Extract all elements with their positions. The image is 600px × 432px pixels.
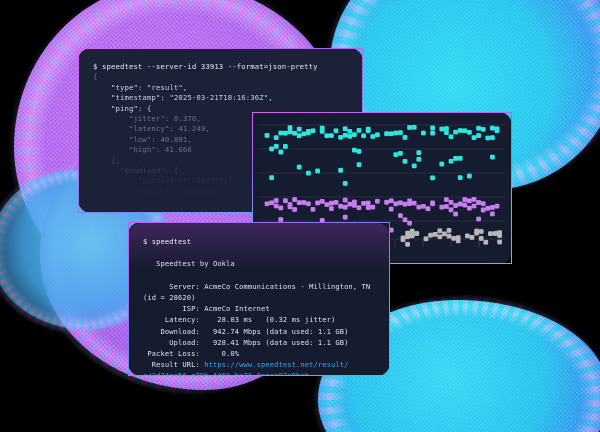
- result-output-text: $ speedtest Speedtest by Ookla Server: A…: [143, 237, 371, 376]
- result-window[interactable]: $ speedtest Speedtest by Ookla Server: A…: [128, 222, 390, 376]
